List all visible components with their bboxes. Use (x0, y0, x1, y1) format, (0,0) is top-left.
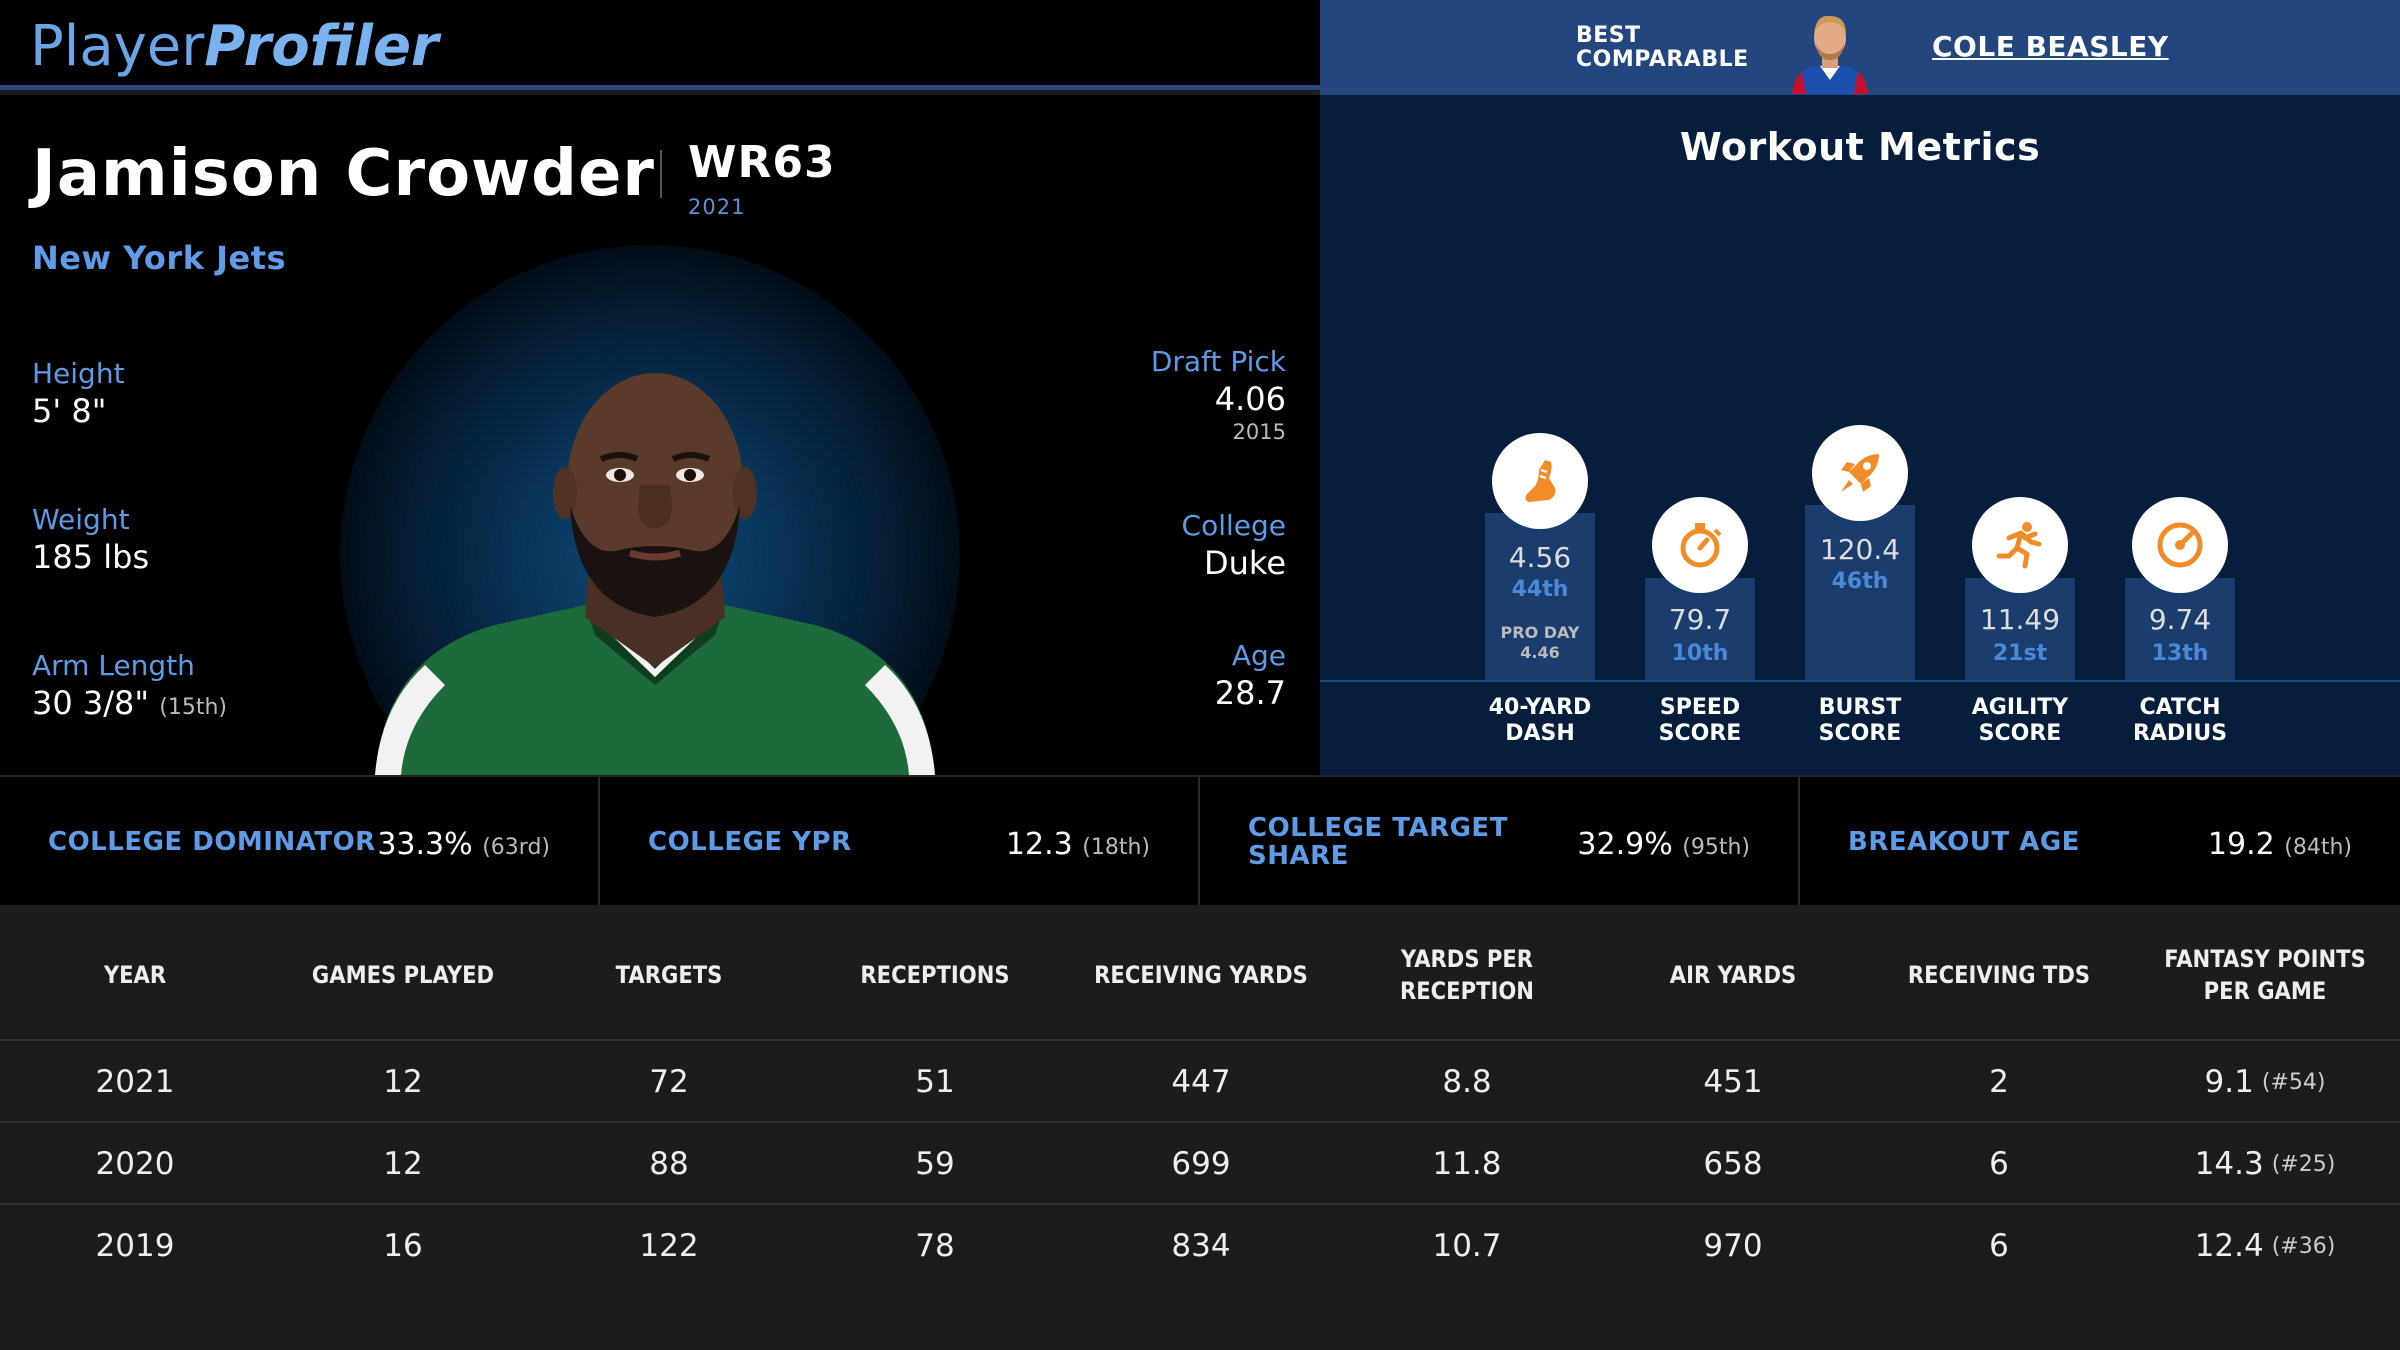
table-row: 2019 16 122 78 834 10.7 970 6 12.4 (#36) (95, 1228, 2336, 1264)
comparable-avatar (1792, 15, 1868, 94)
col-header-yards-per-reception[interactable]: YARDS PER RECEPTION (1399, 945, 1534, 1005)
playerprofiler-logo[interactable]: PlayerProfiler (30, 14, 439, 79)
col-header-targets[interactable]: TARGETS (615, 961, 723, 989)
college-dominator-cell[interactable]: COLLEGE DOMINATOR 33.3% (63rd) (0, 777, 600, 907)
metric-bar (1645, 578, 1755, 680)
breakout-age-cell[interactable]: BREAKOUT AGE 19.2 (84th) (1848, 827, 2352, 862)
workout-metrics-panel: Workout Metrics 4.56 44th PRO DAY 4.46 4… (1320, 95, 2400, 775)
col-header-receiving-yards[interactable]: RECEIVING YARDS (1094, 961, 1308, 989)
table-row: 2021 12 72 51 447 8.8 451 2 9.1 (#54) (0, 1041, 2400, 1123)
team-link[interactable]: New York Jets (32, 239, 287, 277)
workout-metrics-title: Workout Metrics (1679, 125, 2041, 169)
player-headshot (375, 373, 935, 775)
college-stat: College Duke (1181, 509, 1286, 582)
col-header-air-yards[interactable]: AIR YARDS (1669, 961, 1797, 989)
draft-pick-stat: Draft Pick 4.06 2015 (1150, 345, 1286, 444)
college-target-share-cell[interactable]: COLLEGE TARGET SHARE 32.9% (95th) (1200, 777, 1800, 907)
target-icon (2132, 497, 2228, 593)
stopwatch-icon (1652, 497, 1748, 593)
height-stat: Height 5' 8" (32, 357, 125, 430)
header-bar: PlayerProfiler (0, 0, 1320, 90)
player-panel: Jamison Crowder WR63 2021 New York Jets … (0, 95, 1320, 775)
college-stats-strip: COLLEGE DOMINATOR 33.3% (63rd) COLLEGE Y… (0, 775, 2400, 907)
shoe-icon (1492, 433, 1588, 529)
chart-baseline (1320, 680, 2400, 682)
position-rank: WR63 (688, 137, 836, 188)
position-rank-season: 2021 (688, 195, 746, 219)
col-header-receiving-tds[interactable]: RECEIVING TDS (1907, 961, 2091, 989)
season-stats-table: YEAR GAMES PLAYED TARGETS RECEPTIONS REC… (0, 905, 2400, 1350)
col-header-games-played[interactable]: GAMES PLAYED (311, 961, 495, 989)
rocket-icon (1812, 425, 1908, 521)
player-name: Jamison Crowder (32, 137, 655, 211)
weight-stat: Weight 185 lbs (32, 503, 150, 576)
header-divider (0, 1039, 2400, 1041)
metric-bar (1965, 578, 2075, 680)
college-ypr-cell[interactable]: COLLEGE YPR 12.3 (18th) (600, 777, 1200, 907)
runner-icon (1972, 497, 2068, 593)
col-header-year[interactable]: YEAR (103, 961, 167, 989)
comparable-player-link[interactable]: COLE BEASLEY (1932, 30, 2169, 63)
best-comparable-label: BEST COMPARABLE (1576, 23, 1749, 72)
age-stat: Age 28.7 (1214, 639, 1286, 712)
arm-length-stat: Arm Length 30 3/8" (15th) (32, 649, 228, 722)
col-header-fantasy-ppg[interactable]: FANTASY POINTS PER GAME (2164, 945, 2366, 1005)
table-row: 2020 12 88 59 699 11.8 658 6 14.3 (#25) (0, 1123, 2400, 1205)
metric-bar (1485, 513, 1595, 680)
name-divider (660, 150, 662, 198)
col-header-receptions[interactable]: RECEPTIONS (860, 961, 1010, 989)
metric-bar (1805, 505, 1915, 680)
metric-bar (2125, 578, 2235, 680)
best-comparable-bar: BEST COMPARABLE COLE BEASLEY (1320, 0, 2400, 95)
